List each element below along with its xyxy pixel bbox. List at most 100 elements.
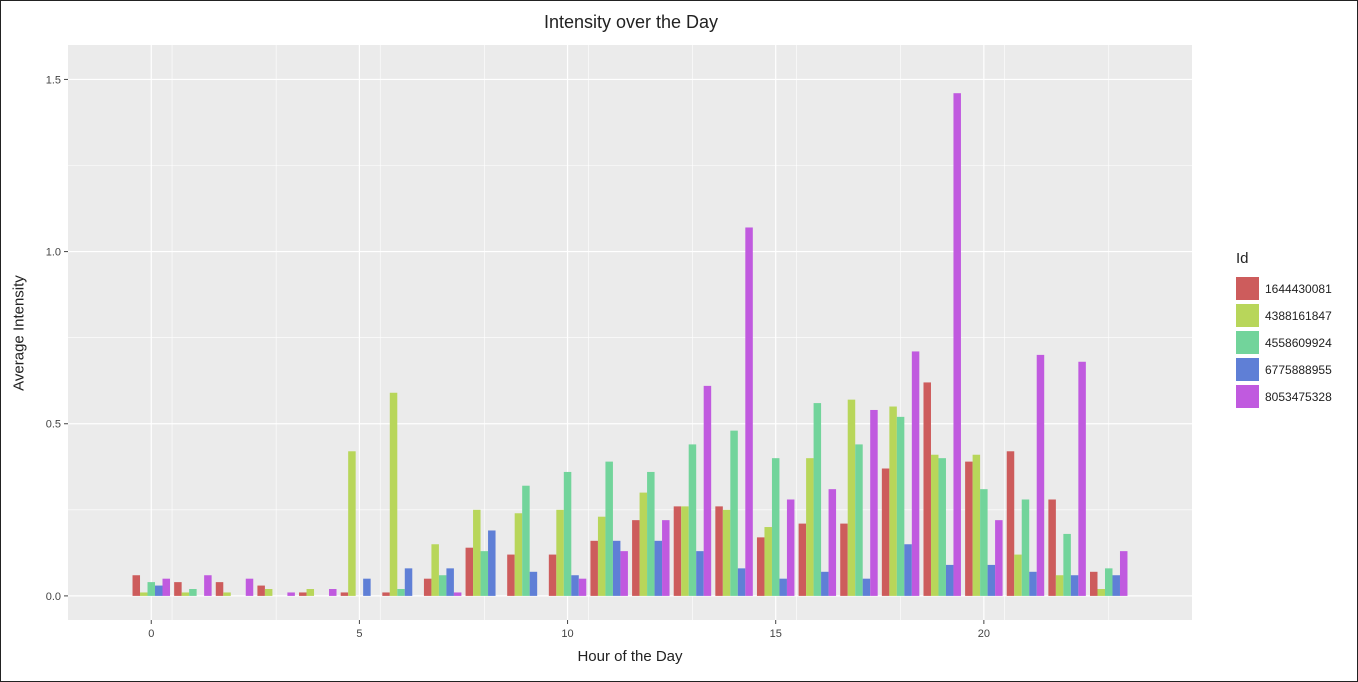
bar — [654, 540, 663, 596]
bar — [329, 589, 337, 596]
bar — [431, 544, 439, 596]
bar — [287, 592, 295, 596]
bar — [162, 578, 170, 596]
bar — [745, 227, 753, 596]
bar — [514, 513, 523, 596]
bar — [204, 575, 212, 596]
bar — [348, 451, 356, 596]
bar — [862, 578, 871, 596]
bar — [779, 578, 787, 596]
legend-item: 8053475328 — [1236, 383, 1332, 410]
x-tick-label: 5 — [356, 628, 362, 640]
bar — [715, 506, 723, 596]
legend-swatch — [1236, 277, 1259, 300]
bar — [965, 461, 973, 596]
bar — [132, 575, 141, 596]
bar — [1055, 575, 1064, 596]
x-tick-label: 0 — [148, 628, 154, 640]
bar — [465, 547, 474, 596]
bar — [930, 454, 939, 596]
bar — [904, 544, 912, 596]
bar — [756, 537, 765, 596]
bar — [840, 523, 848, 596]
x-tick-label: 20 — [978, 628, 990, 640]
bar — [1104, 568, 1113, 596]
bar — [140, 592, 148, 596]
legend-swatch — [1236, 385, 1259, 408]
bar — [257, 585, 265, 596]
bar — [764, 527, 772, 596]
legend-label: 6775888955 — [1265, 362, 1332, 377]
bar — [639, 492, 648, 596]
legend-label: 4558609924 — [1265, 335, 1332, 350]
bar — [1112, 575, 1120, 596]
legend-item: 1644430081 — [1236, 275, 1332, 302]
bar — [662, 520, 670, 596]
bar — [563, 471, 572, 596]
bar — [696, 551, 704, 596]
bar — [522, 485, 530, 596]
bar — [306, 589, 315, 596]
bar — [215, 582, 224, 596]
bar — [245, 578, 254, 596]
bar — [548, 554, 557, 596]
bar — [923, 382, 931, 596]
x-axis-label: Hour of the Day — [577, 648, 683, 665]
bar — [889, 406, 897, 596]
bar — [507, 554, 515, 596]
bar — [730, 430, 738, 596]
bar — [1048, 499, 1056, 596]
legend-swatch — [1236, 304, 1259, 327]
bar — [771, 458, 780, 596]
bar — [488, 530, 496, 596]
chart-title: Intensity over the Day — [543, 12, 719, 32]
bar — [953, 93, 961, 596]
x-tick-label: 10 — [561, 628, 573, 640]
bar — [681, 506, 689, 596]
bar — [155, 585, 163, 596]
bar — [980, 489, 988, 596]
bar — [453, 592, 462, 596]
bar — [798, 523, 807, 596]
bar — [147, 582, 156, 596]
bar — [1119, 551, 1128, 596]
bar — [828, 489, 837, 596]
y-tick-label: 1.0 — [46, 247, 61, 259]
bar — [1029, 571, 1037, 596]
bar — [174, 582, 182, 596]
y-axis-label: Average Intensity — [10, 275, 28, 391]
legend-swatch — [1236, 331, 1259, 354]
bar — [590, 540, 598, 596]
legend-label: 1644430081 — [1265, 281, 1332, 296]
y-tick-label: 0.5 — [46, 419, 61, 431]
legend-item: 4558609924 — [1236, 329, 1332, 356]
bar — [987, 564, 996, 596]
bar — [786, 499, 795, 596]
bar — [855, 444, 863, 596]
bar — [1036, 354, 1045, 596]
bar — [847, 399, 856, 596]
bar — [578, 578, 587, 596]
bar — [223, 592, 231, 596]
bar — [881, 468, 890, 596]
bar — [181, 592, 190, 596]
bar — [1063, 533, 1071, 596]
bar — [632, 520, 640, 596]
bar — [673, 506, 682, 596]
bar — [1097, 589, 1105, 596]
bar — [620, 551, 628, 596]
bar — [389, 392, 398, 596]
bar — [397, 589, 405, 596]
bar — [806, 458, 814, 596]
legend-swatch — [1236, 358, 1259, 381]
bar — [688, 444, 697, 596]
bar — [340, 592, 349, 596]
bar — [264, 589, 273, 596]
legend-label: 4388161847 — [1265, 308, 1332, 323]
bar — [597, 516, 606, 596]
bar — [571, 575, 579, 596]
bar — [870, 409, 878, 596]
legend-title: Id — [1236, 250, 1249, 267]
legend-items: 1644430081 4388161847 4558609924 6775888955… — [1236, 275, 1332, 410]
